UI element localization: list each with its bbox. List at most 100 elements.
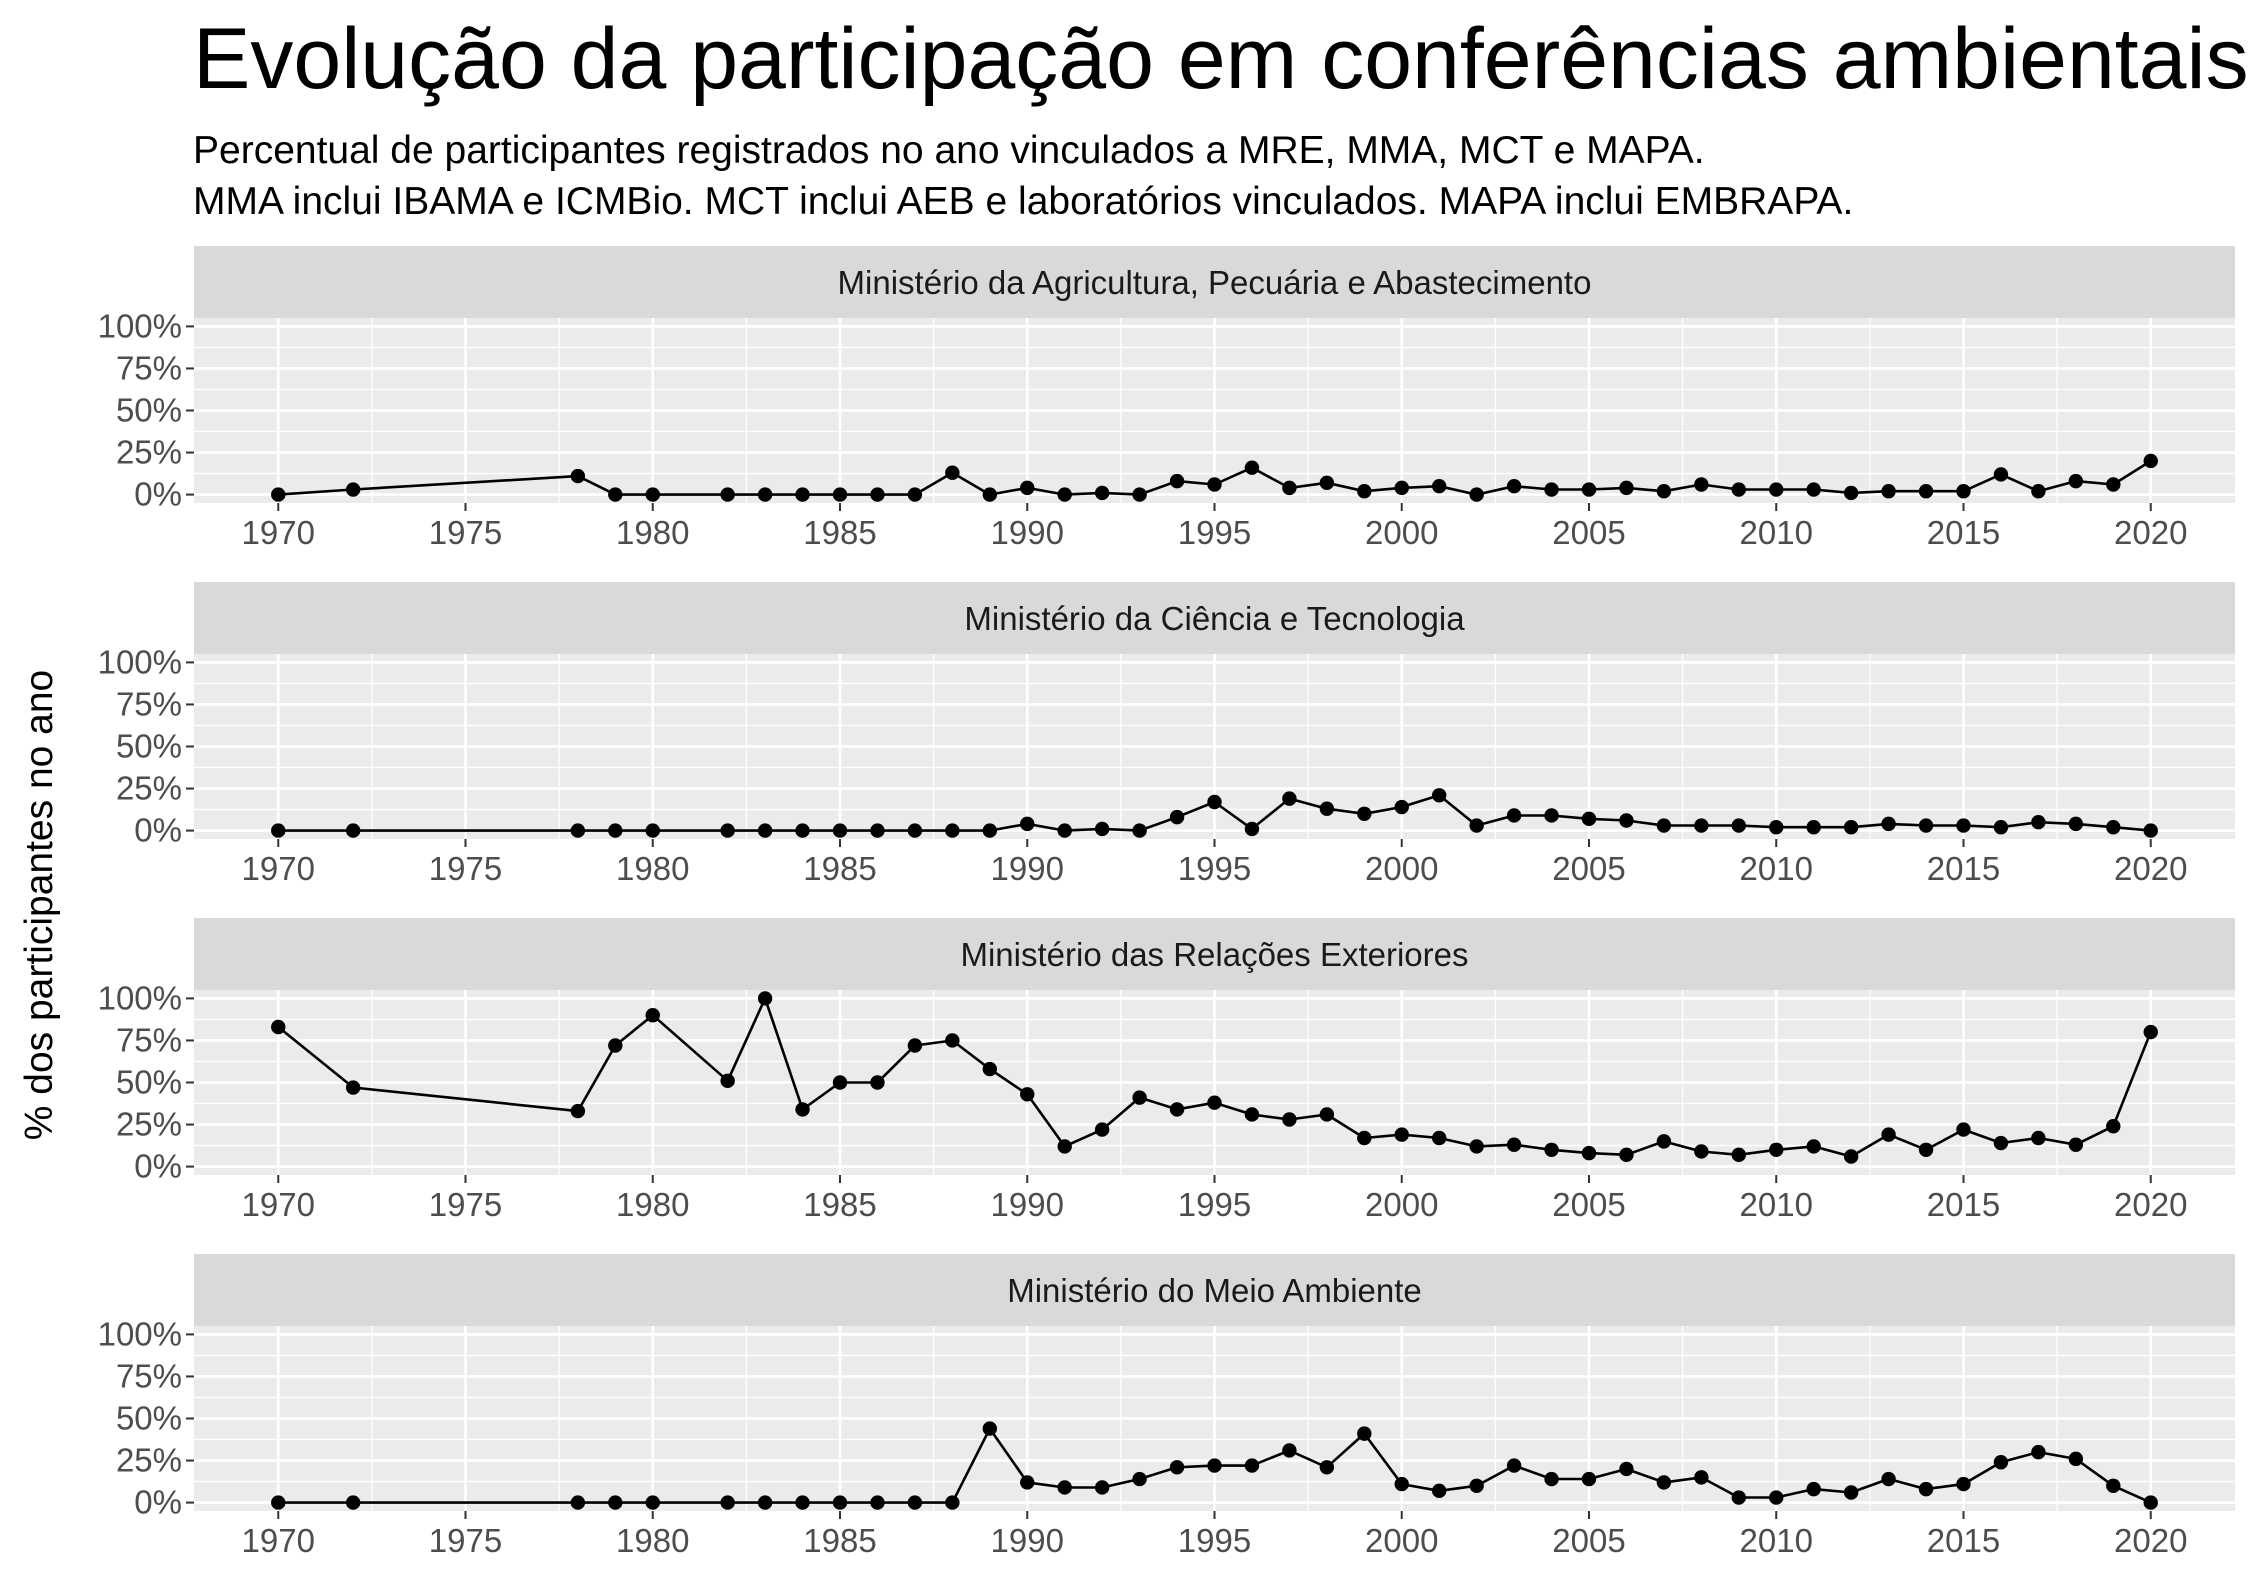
- data-point: [1918, 818, 1934, 833]
- data-point: [1694, 818, 1709, 833]
- x-tick-label: 1985: [803, 514, 876, 551]
- x-tick-label: 1990: [991, 514, 1064, 551]
- data-point: [1207, 477, 1222, 492]
- data-point: [757, 823, 773, 838]
- x-tick-label: 1975: [429, 514, 502, 551]
- data-point: [1244, 460, 1260, 475]
- data-point: [1544, 808, 1559, 823]
- x-tick-label: 2015: [1927, 850, 2000, 887]
- facet-strip-label-1: Ministério da Ciência e Tecnologia: [964, 600, 1465, 637]
- data-point: [1394, 1476, 1409, 1492]
- data-point: [982, 487, 998, 502]
- data-point: [2143, 823, 2158, 838]
- data-point: [982, 1061, 998, 1077]
- data-point: [1020, 1087, 1035, 1102]
- data-point: [1993, 467, 2009, 482]
- data-point: [1169, 1460, 1185, 1475]
- data-point: [271, 1495, 286, 1510]
- data-point: [832, 1075, 848, 1090]
- data-point: [1431, 1483, 1447, 1499]
- data-point: [907, 823, 923, 838]
- x-tick-label: 1990: [991, 1186, 1064, 1223]
- x-tick-label: 2015: [1927, 514, 2000, 551]
- data-point: [870, 823, 885, 838]
- data-point: [1581, 1145, 1597, 1161]
- data-point: [645, 823, 660, 838]
- data-point: [1619, 1461, 1634, 1477]
- x-tick-label: 1975: [429, 1186, 502, 1223]
- data-point: [1806, 482, 1821, 497]
- chart-title: Evolução da participação em conferências…: [193, 11, 2249, 107]
- data-point: [2143, 1495, 2158, 1510]
- data-point: [1282, 480, 1297, 496]
- facet-panels: Ministério da Agricultura, Pecuária e Ab…: [98, 246, 2235, 1559]
- data-point: [2143, 453, 2158, 469]
- data-point: [1769, 482, 1784, 497]
- data-point: [271, 487, 286, 502]
- data-point: [720, 823, 735, 838]
- facet-1: Ministério da Ciência e Tecnologia 0% 25% 5…: [98, 582, 2235, 887]
- data-point: [570, 1495, 586, 1510]
- data-point: [1132, 823, 1147, 838]
- data-point: [345, 482, 361, 497]
- data-point: [795, 1102, 810, 1117]
- data-point: [608, 823, 623, 838]
- x-tick-label: 1980: [616, 1186, 689, 1223]
- data-point: [945, 1033, 960, 1048]
- data-point: [2031, 1444, 2046, 1460]
- data-point: [720, 1073, 735, 1089]
- data-point: [1656, 818, 1672, 833]
- data-point: [1057, 1139, 1072, 1154]
- data-point: [345, 823, 361, 838]
- data-point: [1881, 1127, 1896, 1142]
- data-point: [1619, 813, 1634, 828]
- data-point: [1769, 1490, 1784, 1505]
- data-point: [1169, 1102, 1185, 1117]
- data-point: [1357, 1130, 1372, 1146]
- x-tick-label: 2000: [1365, 1186, 1438, 1223]
- data-point: [1544, 1471, 1559, 1487]
- data-point: [1357, 484, 1372, 499]
- x-tick-label: 1980: [616, 1522, 689, 1559]
- data-point: [1506, 1458, 1522, 1473]
- data-point: [645, 487, 660, 502]
- data-point: [1094, 821, 1110, 837]
- y-tick-label: 25%: [116, 434, 182, 471]
- data-point: [2106, 477, 2121, 492]
- data-point: [1319, 801, 1335, 816]
- data-point: [1169, 809, 1185, 825]
- data-point: [1956, 484, 1971, 499]
- data-point: [1357, 806, 1372, 821]
- data-point: [570, 823, 586, 838]
- x-tick-label: 1985: [803, 850, 876, 887]
- facet-strip-3: [194, 1254, 2235, 1326]
- data-point: [945, 1495, 960, 1510]
- data-point: [1619, 1147, 1634, 1163]
- data-point: [1993, 1135, 2009, 1151]
- data-point: [1319, 475, 1335, 491]
- data-point: [720, 1495, 735, 1510]
- y-tick-label: 50%: [116, 1400, 182, 1437]
- data-point: [832, 823, 848, 838]
- x-tick-label: 1970: [242, 850, 315, 887]
- data-point: [1244, 1107, 1260, 1122]
- x-tick-label: 1990: [991, 850, 1064, 887]
- data-point: [1918, 1481, 1934, 1497]
- data-point: [2068, 473, 2084, 489]
- data-point: [982, 1421, 998, 1436]
- data-point: [1656, 1475, 1672, 1490]
- x-tick-label: 2010: [1740, 1522, 1813, 1559]
- data-point: [1993, 820, 2009, 835]
- facet-2: Ministério das Relações Exteriores 0% 25% 5…: [98, 918, 2235, 1223]
- x-tick-label: 2005: [1552, 850, 1625, 887]
- y-tick-label: 100%: [98, 1315, 182, 1352]
- data-point: [757, 487, 773, 502]
- x-tick-label: 1970: [242, 514, 315, 551]
- x-tick-label: 2000: [1365, 850, 1438, 887]
- x-tick-label: 2020: [2114, 850, 2187, 887]
- x-tick-label: 2010: [1740, 1186, 1813, 1223]
- y-tick-label: 50%: [116, 1064, 182, 1101]
- data-point: [870, 1495, 885, 1510]
- y-tick-label: 0%: [134, 1484, 182, 1521]
